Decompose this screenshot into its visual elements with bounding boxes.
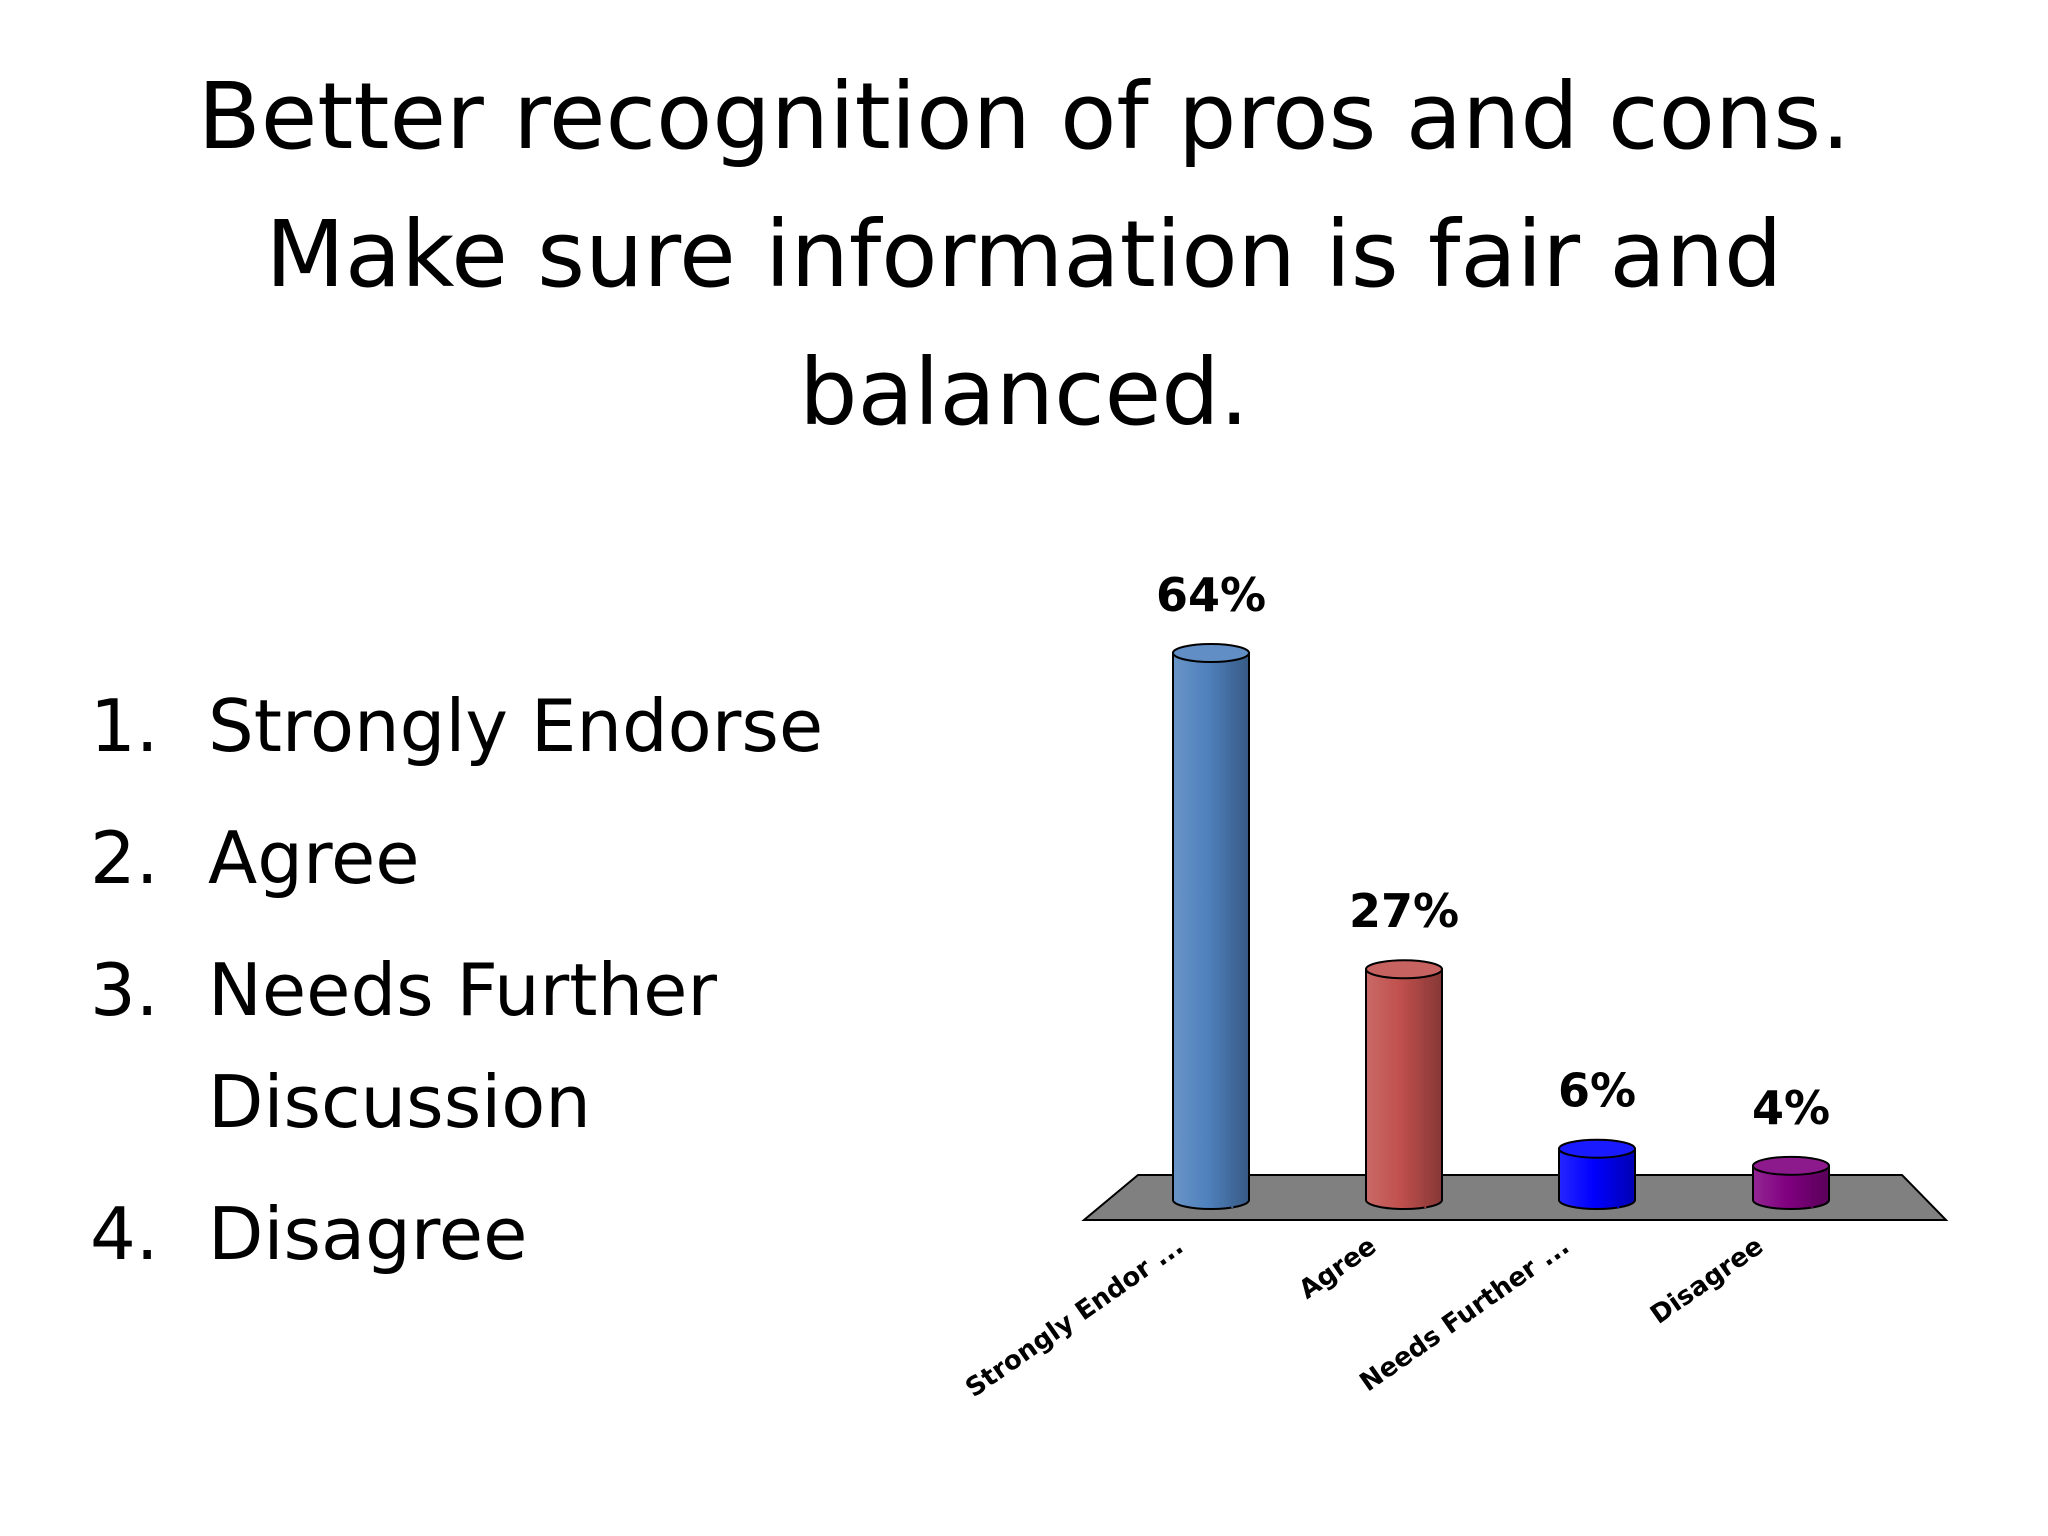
x-tick-label: Agree <box>1294 1231 1382 1305</box>
title-line: Better recognition of pros and cons. <box>197 63 1851 170</box>
slide-title: Better recognition of pros and cons. Mak… <box>100 48 1948 462</box>
list-item-text: Disagree <box>208 1192 528 1276</box>
bar <box>1558 1147 1636 1210</box>
list-item-text: Strongly Endorse <box>208 684 824 768</box>
list-item-number: 1. <box>90 684 159 768</box>
response-options-list: 1. Strongly Endorse 2. Agree 3. Needs Fu… <box>90 670 890 1310</box>
bar <box>1365 968 1443 1210</box>
x-tick-label: Disagree <box>1645 1231 1769 1330</box>
bar <box>1752 1164 1830 1210</box>
chart-floor <box>1081 1174 1949 1221</box>
bar-top <box>1752 1155 1830 1176</box>
data-label: 6% <box>1558 1064 1636 1118</box>
bar <box>1172 652 1250 1210</box>
x-tick-label: Needs Further ... <box>1355 1231 1575 1398</box>
title-line: balanced. <box>799 339 1249 446</box>
title-line: Make sure information is fair and <box>265 201 1783 308</box>
list-item-text: Needs Further Discussion <box>208 948 718 1144</box>
list-item: 4. Disagree <box>90 1178 890 1290</box>
list-item-number: 3. <box>90 948 159 1032</box>
x-tick-label: Strongly Endor ... <box>960 1231 1189 1404</box>
data-label: 4% <box>1752 1081 1830 1135</box>
bar-top <box>1172 643 1250 663</box>
list-item-number: 4. <box>90 1192 159 1276</box>
list-item-text: Agree <box>208 816 420 900</box>
list-item-number: 2. <box>90 816 159 900</box>
bar-top <box>1558 1138 1636 1159</box>
list-item: 2. Agree <box>90 802 890 914</box>
bars-layer <box>1172 643 1830 1210</box>
list-item: 1. Strongly Endorse <box>90 670 890 782</box>
list-item: 3. Needs Further Discussion <box>90 934 890 1158</box>
data-label: 64% <box>1156 568 1266 622</box>
bar-top <box>1365 959 1443 980</box>
data-label: 27% <box>1349 884 1459 938</box>
